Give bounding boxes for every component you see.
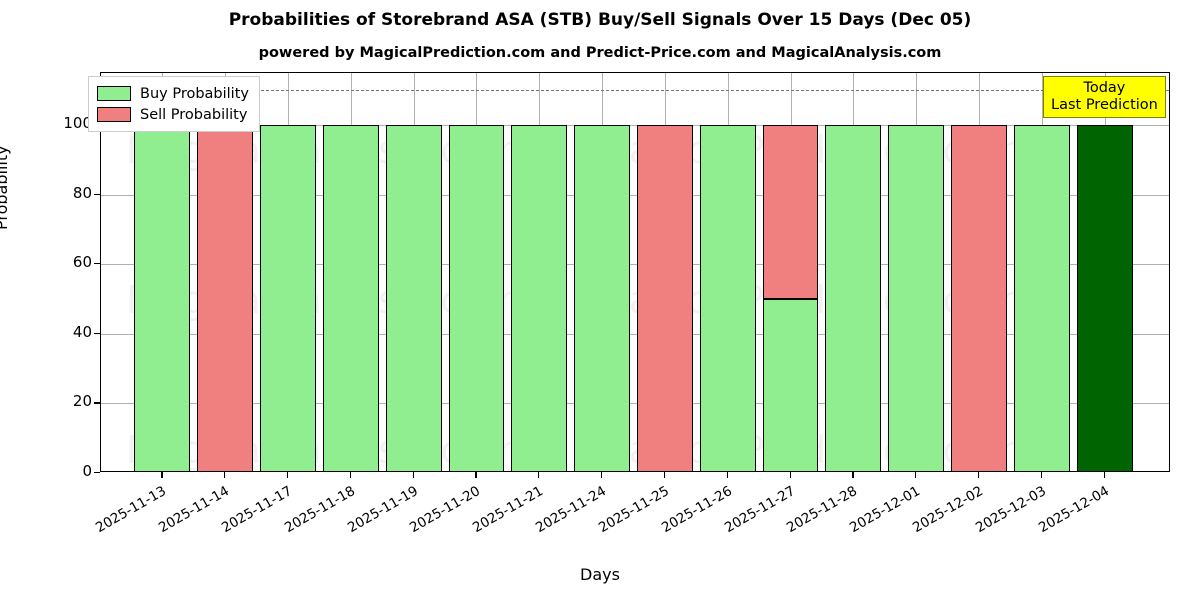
x-axis-tick-mark (663, 472, 666, 478)
bar-buy[interactable] (260, 125, 316, 471)
x-axis-tick-mark (161, 472, 163, 478)
x-axis-tick-mark (726, 472, 728, 478)
today-annotation-line2: Last Prediction (1051, 96, 1158, 113)
x-axis-tick-mark (1103, 472, 1105, 478)
x-axis-tick-mark (789, 472, 791, 478)
bar-buy[interactable] (511, 125, 568, 471)
bar-buy[interactable] (825, 125, 882, 471)
legend-swatch-sell (97, 107, 131, 122)
x-axis-tick-mark (601, 472, 603, 478)
x-axis-tick-mark (852, 472, 854, 478)
legend-label-buy: Buy Probability (140, 85, 249, 102)
y-axis-tick-label: 80 (72, 183, 92, 202)
gridline-horizontal (101, 403, 1169, 405)
y-axis-tick-mark (94, 402, 100, 404)
today-annotation: Today Last Prediction (1043, 76, 1166, 119)
gridline-horizontal (101, 333, 1169, 335)
x-axis-label: Days (580, 565, 620, 584)
bar-buy[interactable] (699, 125, 756, 471)
x-axis-tick-mark (475, 472, 477, 478)
y-axis-tick-mark (94, 193, 100, 195)
bar-sell[interactable] (762, 125, 819, 300)
legend-item-sell: Sell Probability (97, 104, 249, 125)
chart-title: Probabilities of Storebrand ASA (STB) Bu… (228, 10, 972, 30)
legend-swatch-buy (97, 86, 131, 101)
y-axis-tick-label: 40 (72, 322, 92, 341)
x-axis-tick-mark (1040, 472, 1042, 478)
gridline-horizontal (101, 264, 1169, 266)
legend-item-buy: Buy Probability (97, 83, 249, 104)
legend-label-sell: Sell Probability (140, 106, 248, 123)
y-axis-tick-label: 0 (82, 462, 92, 480)
bar-buy[interactable] (385, 125, 442, 471)
y-axis-tick-label: 20 (72, 392, 92, 411)
bar-sell[interactable] (636, 125, 693, 471)
bar-buy[interactable] (448, 125, 505, 471)
y-axis-tick-mark (94, 472, 100, 474)
bar-buy[interactable] (322, 125, 379, 471)
x-axis-tick-mark (412, 472, 414, 478)
today-annotation-line1: Today (1083, 80, 1126, 96)
plot-area: MagicalAnalysis.comMagicalPrediction.com… (100, 72, 1170, 472)
bar-sell[interactable] (197, 125, 254, 471)
gridline-horizontal (101, 125, 1169, 127)
bar-buy[interactable] (762, 299, 819, 471)
bar-buy[interactable] (574, 125, 631, 471)
x-axis-tick-mark (349, 472, 352, 478)
bar-today[interactable] (1076, 125, 1133, 471)
bar-buy[interactable] (888, 125, 945, 471)
y-axis-tick-label: 100 (63, 114, 92, 133)
bar-buy[interactable] (1013, 125, 1070, 471)
y-axis-tick-label: 60 (72, 253, 92, 272)
gridline-horizontal (101, 194, 1169, 196)
x-axis-tick-mark (915, 472, 917, 478)
chart-legend: Buy Probability Sell Probability (88, 76, 260, 132)
threshold-dashed-line (101, 90, 1169, 92)
y-axis-tick-mark (94, 263, 100, 265)
x-axis-tick-mark (224, 472, 226, 478)
y-axis-tick-mark (94, 332, 100, 335)
bar-buy[interactable] (134, 125, 191, 471)
x-axis-tick-mark (977, 472, 980, 478)
x-axis-tick-mark (538, 472, 540, 478)
x-axis-tick-mark (287, 472, 289, 478)
chart-subtitle: powered by MagicalPrediction.com and Pre… (258, 45, 942, 61)
bar-sell[interactable] (951, 125, 1007, 471)
y-axis-label: Probability (0, 145, 11, 230)
